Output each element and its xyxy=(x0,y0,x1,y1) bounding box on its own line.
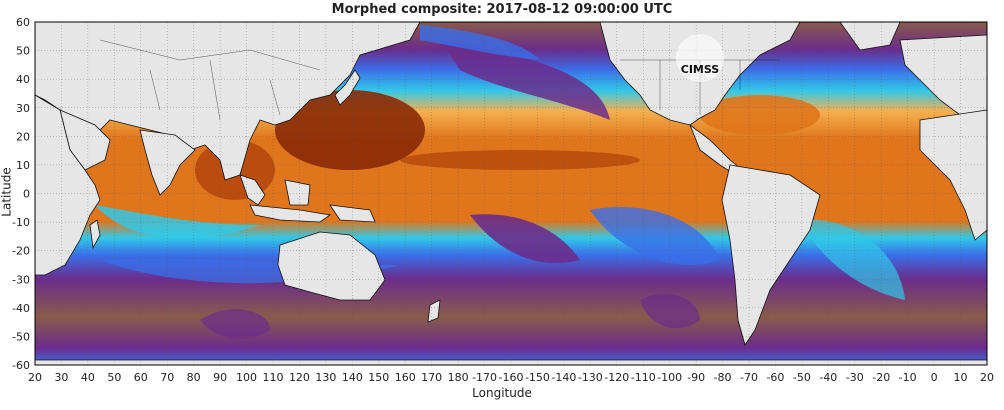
landmass-india xyxy=(139,129,196,196)
logo-disc xyxy=(676,34,724,82)
x-tick-label: -150 xyxy=(525,371,550,384)
border-lines-asia xyxy=(99,39,321,121)
dry-band-north-pacific xyxy=(420,25,540,60)
x-tick-label: -10 xyxy=(899,371,917,384)
x-tick-label: -30 xyxy=(846,371,864,384)
x-tick-label: 160 xyxy=(395,371,416,384)
x-tick-label: -120 xyxy=(604,371,629,384)
y-tick-label: -60 xyxy=(12,359,30,372)
dry-tongue-south-pacific xyxy=(470,214,580,263)
landmass-greenland xyxy=(839,22,901,51)
y-tick-label: -30 xyxy=(12,273,30,286)
landmass-madagascar xyxy=(89,219,101,250)
x-tick-label: -170 xyxy=(472,371,497,384)
x-tick-label: -160 xyxy=(499,371,524,384)
x-tick-label: -20 xyxy=(872,371,890,384)
x-tick-label: -140 xyxy=(551,371,576,384)
y-tick-label: 40 xyxy=(16,73,30,86)
y-tick-label: -50 xyxy=(12,330,30,343)
landmass-west-africa xyxy=(919,109,987,241)
landmass-new-zealand xyxy=(427,299,441,323)
x-tick-label: 110 xyxy=(263,371,284,384)
atlantic-itcz xyxy=(790,137,930,173)
y-tick-labels: 60 50 40 30 20 10 0 -10 -20 -30 -40 -50 -60 xyxy=(12,16,30,372)
x-tick-label: -70 xyxy=(740,371,758,384)
x-tick-label: 80 xyxy=(187,371,201,384)
dry-swirl-east-pacific xyxy=(590,207,720,265)
landmass-borneo xyxy=(284,179,311,206)
y-tick-label: 30 xyxy=(16,102,30,115)
x-tick-label: 150 xyxy=(368,371,389,384)
x-tick-label: -110 xyxy=(631,371,656,384)
x-tick-label: 40 xyxy=(81,371,95,384)
x-axis-label: Longitude xyxy=(472,386,532,400)
landmass-japan xyxy=(334,69,361,106)
y-tick-label: -40 xyxy=(12,302,30,315)
x-tick-label: 20 xyxy=(28,371,42,384)
southern-swirl-2 xyxy=(640,293,700,329)
logo-text: CIMSS xyxy=(681,63,720,76)
x-tick-label: -90 xyxy=(687,371,705,384)
itcz-band xyxy=(400,150,640,170)
landmass-africa xyxy=(35,94,101,276)
map-title: Morphed composite: 2017-08-12 09:00:00 U… xyxy=(331,2,673,17)
x-tick-label: -100 xyxy=(657,371,682,384)
x-tick-label: -40 xyxy=(819,371,837,384)
atlantic-moist-band xyxy=(700,95,820,135)
y-tick-label: 20 xyxy=(16,130,30,143)
x-tick-labels: 20 30 40 50 60 70 80 90 100 110 120 130 140 150 160 170… xyxy=(28,371,994,384)
moist-core-west-pacific xyxy=(275,90,425,170)
map-frame xyxy=(34,21,988,366)
southern-swirl-1 xyxy=(200,309,270,339)
y-tick-label: 50 xyxy=(16,45,30,58)
x-tick-label: 60 xyxy=(134,371,148,384)
x-tick-label: 170 xyxy=(421,371,442,384)
landmass-south-america xyxy=(721,164,821,346)
graticule xyxy=(35,22,987,365)
x-tick-label: -60 xyxy=(766,371,784,384)
x-tick-label: -50 xyxy=(793,371,811,384)
x-tick-label: -80 xyxy=(714,371,732,384)
y-tick-label: 60 xyxy=(16,16,30,29)
dry-tongue-north-pacific xyxy=(440,40,610,120)
x-tick-label: 10 xyxy=(954,371,968,384)
cimss-logo: CIMSS xyxy=(676,34,724,82)
moist-plume-south-atlantic xyxy=(800,219,905,300)
y-axis-label: Latitude xyxy=(0,167,14,217)
y-tick-label: 10 xyxy=(16,159,30,172)
y-tick-label: -20 xyxy=(12,245,30,258)
x-tick-label: 50 xyxy=(107,371,121,384)
x-tick-label: 100 xyxy=(236,371,257,384)
landmass-australia xyxy=(277,231,386,301)
x-tick-label: 90 xyxy=(213,371,227,384)
x-tick-label: 120 xyxy=(289,371,310,384)
x-tick-label: 180 xyxy=(448,371,469,384)
landmass-southeast-asia xyxy=(239,174,266,206)
indian-ocean-transition xyxy=(95,205,260,239)
y-tick-label: 0 xyxy=(23,188,30,201)
x-tick-label: 20 xyxy=(980,371,994,384)
x-tick-label: 70 xyxy=(160,371,174,384)
x-tick-label: -130 xyxy=(578,371,603,384)
x-tick-label: 30 xyxy=(54,371,68,384)
x-tick-label: 0 xyxy=(931,371,938,384)
x-tick-label: 140 xyxy=(342,371,363,384)
x-tick-label: 130 xyxy=(315,371,336,384)
y-tick-label: -10 xyxy=(12,216,30,229)
